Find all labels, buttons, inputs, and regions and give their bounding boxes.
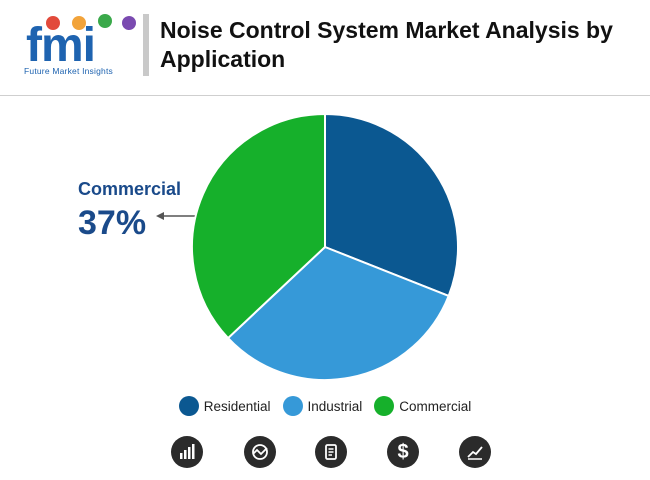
- logo-dots: [30, 14, 140, 32]
- pie-chart: [191, 112, 459, 381]
- header: fmi Future Market Insights Noise Control…: [0, 0, 650, 96]
- legend-label-commercial: Commercial: [399, 398, 472, 414]
- legend-swatch-residential: [178, 396, 199, 416]
- bar-chart-icon[interactable]: [171, 436, 203, 468]
- pie-slice-commercial: [191, 112, 326, 340]
- logo-dot-green: [98, 14, 112, 28]
- chart-legend: Residential Industrial Commercial: [0, 394, 650, 418]
- logo-letters: fmi: [26, 19, 96, 72]
- growth-chart-icon[interactable]: [459, 436, 491, 468]
- report-icon[interactable]: [315, 436, 347, 468]
- footer-icon-row: $: [0, 436, 650, 470]
- dollar-icon[interactable]: $: [387, 436, 419, 468]
- legend-item-commercial: Commercial: [374, 396, 471, 416]
- trend-analysis-icon[interactable]: [244, 436, 276, 468]
- logo-dot-red: [46, 16, 60, 30]
- logo-tagline: Future Market Insights: [24, 66, 113, 76]
- legend-swatch-industrial: [282, 396, 303, 416]
- legend-label-industrial: Industrial: [307, 398, 363, 414]
- legend-swatch-commercial: [374, 396, 395, 416]
- callout-arrow-icon: [156, 212, 196, 220]
- legend-item-industrial: Industrial: [282, 396, 363, 416]
- commercial-callout: Commercial 37%: [78, 178, 181, 242]
- logo-dot-purple: [122, 16, 136, 30]
- callout-value: 37%: [78, 204, 147, 242]
- legend-item-residential: Residential: [178, 396, 271, 416]
- fmi-logo[interactable]: fmi Future Market Insights: [20, 10, 140, 76]
- pie-slice-residential: [324, 112, 459, 298]
- callout-label: Commercial: [78, 179, 182, 199]
- pie-slice-industrial: [226, 245, 450, 381]
- page-title: Noise Control System Market Analysis by …: [160, 17, 613, 72]
- logo-dot-orange: [72, 16, 86, 30]
- header-divider: [0, 95, 650, 96]
- title-accent-bar: [143, 14, 149, 76]
- legend-label-residential: Residential: [203, 398, 271, 414]
